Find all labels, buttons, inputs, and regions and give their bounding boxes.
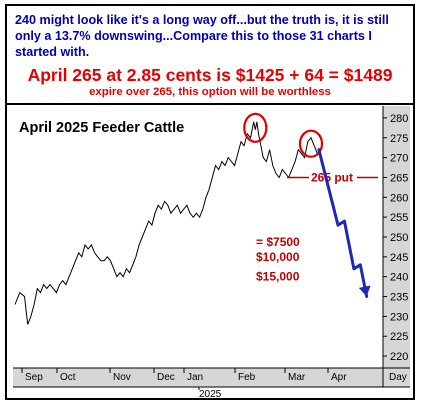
x-month-label: Oct [60,372,76,383]
y-tick-label: 240 [390,272,408,284]
x-month-label: Nov [113,372,131,383]
y-tick-label: 270 [390,153,408,165]
y-tick-label: 275 [390,133,408,145]
y-tick-label: 250 [390,232,408,244]
x-month-label: Apr [331,372,347,383]
loss-annotation: $15,000 [256,270,300,284]
peak-circle-2 [298,129,324,158]
put-label: 265 put [311,170,353,184]
chart-frame: 240 might look like it's a long way off.… [5,4,415,400]
x-year-label: 2025 [199,389,222,400]
header-panel: 240 might look like it's a long way off.… [7,6,413,105]
intro-text: 240 might look like it's a long way off.… [15,13,389,59]
x-axis-panel [13,368,383,387]
subline-text: expire over 265, this option will be wor… [89,86,331,98]
x-unit-label: Day [389,372,407,383]
y-tick-label: 235 [390,292,408,304]
projection-arrowhead [358,285,371,297]
projection-line [317,148,369,298]
y-tick-label: 260 [390,192,408,204]
y-tick-label: 280 [390,113,408,125]
chart-title: April 2025 Feeder Cattle [19,120,184,136]
y-tick-label: 265 [390,172,408,184]
loss-annotation: = $7500 [256,235,300,249]
x-month-label: Sep [25,372,43,383]
loss-annotation: $10,000 [256,250,300,264]
x-month-label: Dec [157,372,175,383]
peak-circle-1 [243,112,268,143]
x-month-label: Mar [288,372,306,383]
y-axis-panel [383,106,410,387]
price-line [14,121,318,325]
x-month-label: Jan [187,372,203,383]
y-tick-label: 220 [390,351,408,363]
y-tick-label: 255 [390,212,408,224]
y-tick-label: 245 [390,252,408,264]
y-tick-label: 225 [390,331,408,343]
headline-text: April 265 at 2.85 cents is $1425 + 64 = … [27,65,393,85]
y-tick-label: 230 [390,311,408,323]
x-month-label: Feb [238,372,256,383]
